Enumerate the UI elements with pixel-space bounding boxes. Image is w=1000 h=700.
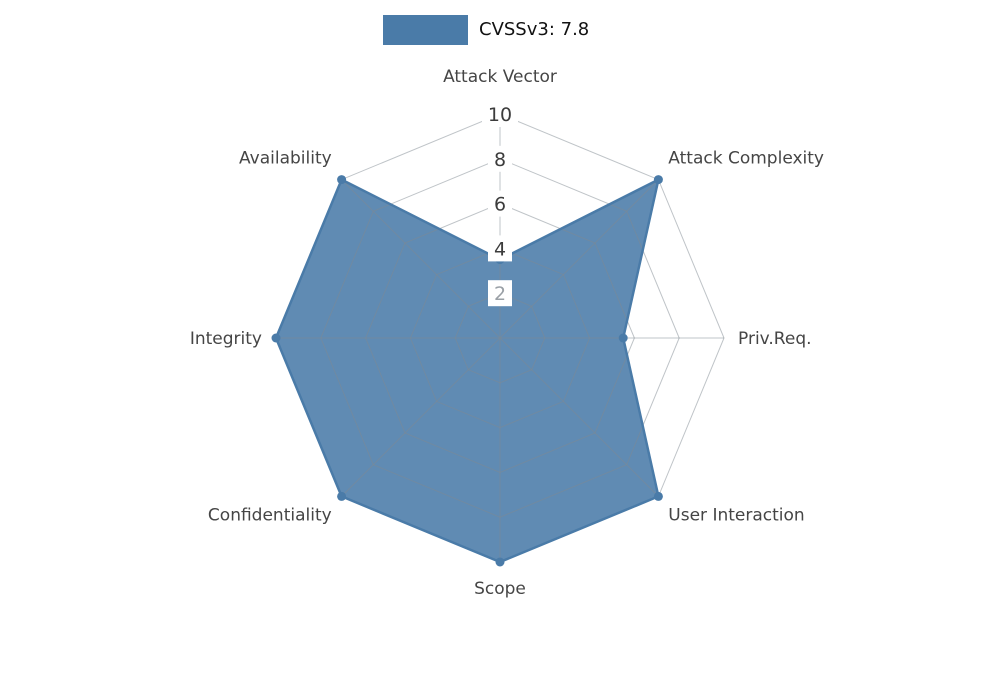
radial-tick-label: 2 [494, 283, 506, 305]
radar-data-point [618, 333, 628, 343]
grid-spoke [341, 337, 501, 497]
axis-label-availability: Availability [239, 149, 332, 169]
axis-label-priv-req: Priv.Req. [738, 329, 812, 349]
tick-label-box [482, 101, 518, 127]
axis-label-confidentiality: Confidentiality [208, 505, 332, 525]
grid-spoke [341, 179, 501, 339]
tick-label-box [488, 145, 512, 172]
legend-swatch [383, 15, 468, 45]
tick-label-box [488, 190, 512, 217]
chart-legend: CVSSv3: 7.8 [383, 15, 589, 45]
radar-data-point [653, 175, 663, 185]
tick-label-box [488, 280, 512, 307]
axis-label-integrity: Integrity [190, 329, 262, 349]
axis-label-attack-vector: Attack Vector [443, 67, 557, 87]
radial-tick-label: 10 [488, 104, 512, 126]
radar-data-point [337, 491, 347, 501]
radial-tick-label: 8 [494, 149, 506, 171]
grid-spoke [499, 179, 659, 339]
radial-tick-label: 4 [494, 238, 506, 260]
radar-data-point [495, 557, 505, 567]
radar-data-point [337, 175, 347, 185]
grid-spoke [499, 337, 659, 497]
axis-label-attack-complexity: Attack Complexity [668, 149, 824, 169]
axis-label-scope: Scope [474, 579, 526, 599]
radar-data-point [653, 491, 663, 501]
axis-label-user-interaction: User Interaction [668, 505, 804, 525]
radial-tick-label: 6 [494, 194, 506, 216]
tick-label-box [488, 235, 512, 262]
legend-label: CVSSv3: 7.8 [479, 19, 590, 40]
radar-data-point [271, 333, 281, 343]
